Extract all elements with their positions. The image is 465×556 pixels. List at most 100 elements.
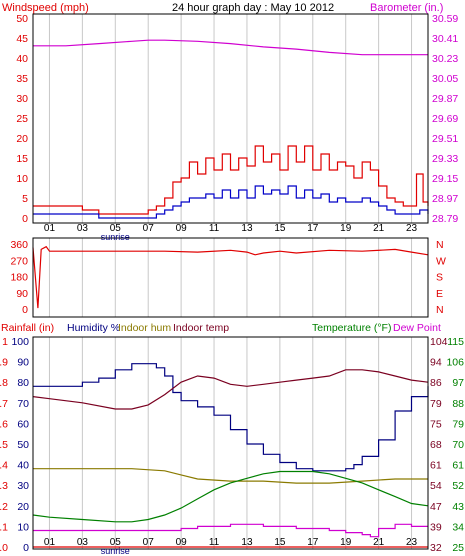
plot-frame [32,237,429,318]
windspeed-tick-label: 35 [16,73,28,85]
series-barometer [33,39,428,56]
barometer-tick-label: 30.23 [432,53,458,65]
barometer-tick-label: 29.15 [432,173,458,185]
indoor-temp-label: Indoor temp [173,322,229,334]
rain-tick-label: 0.5 [0,439,8,451]
windspeed-tick-label: 45 [16,33,28,45]
hour-tick-label: 11 [209,537,220,548]
temperature-tick-label: 43 [452,501,464,513]
humidity-tick-label: 0 [23,542,29,554]
hour-tick-label: 15 [274,223,286,234]
rain-tick-label: 0.4 [0,460,8,472]
hour-tick-label: 17 [307,537,319,548]
humidity-tick-label: 40 [17,460,29,472]
humidity-tick-label: 90 [17,357,29,369]
indoor-temp-tick-label: 68 [430,439,442,451]
barometer-tick-label: 28.79 [432,213,458,225]
rain-tick-label: 0.8 [0,377,8,389]
temperature-axis-label: Temperature (°F) [312,322,391,334]
direction-tick-label: 90 [16,288,28,300]
windspeed-tick-label: 40 [16,53,28,65]
indoor-temp-tick-label: 75 [430,418,442,430]
series-temperature [32,470,429,523]
humidity-tick-label: 30 [17,480,29,492]
series-wind-gust-avg [33,185,429,219]
sunrise-label: sunrise [101,232,130,242]
temperature-tick-label: 70 [452,439,464,451]
plot-frame [32,13,429,224]
humidity-tick-label: 60 [17,418,29,430]
compass-tick-label: E [436,288,443,300]
barometer-tick-label: 28.97 [432,193,458,205]
humidity-tick-label: 100 [11,336,29,348]
temperature-tick-label: 34 [452,521,464,533]
temperature-tick-label: 79 [452,418,464,430]
temperature-tick-label: 97 [452,377,464,389]
series-dew-point [33,523,428,538]
hour-tick-label: 17 [307,223,319,234]
humidity-axis-label: Humidity % [67,322,120,334]
barometer-tick-label: 29.69 [432,113,458,125]
hour-tick-label: 13 [241,223,253,234]
indoor-temp-tick-label: 61 [430,460,442,472]
rain-tick-label: 0.2 [0,501,8,513]
windspeed-tick-label: 15 [16,153,28,165]
windspeed-tick-label: 50 [16,13,28,25]
indoor-temp-tick-label: 79 [430,398,442,410]
barometer-axis-label: Barometer (in.) [370,2,443,14]
indoor-temp-tick-label: 94 [430,357,442,369]
series-humidity [33,363,429,472]
hour-tick-label: 19 [340,537,352,548]
rainfall-axis-label: Rainfall (in) [1,322,54,334]
hour-tick-label: 15 [274,537,286,548]
direction-tick-label: 180 [10,272,28,284]
barometer-tick-label: 29.87 [432,93,458,105]
barometer-tick-label: 30.05 [432,73,458,85]
windspeed-tick-label: 25 [16,113,28,125]
temperature-tick-label: 115 [447,336,464,348]
hour-tick-label: 07 [143,537,155,548]
hour-tick-label: 13 [241,537,253,548]
compass-tick-label: W [436,255,446,267]
hour-tick-label: 03 [77,537,89,548]
temperature-tick-label: 52 [452,480,464,492]
rain-tick-label: 0.1 [0,521,8,533]
temperature-tick-label: 88 [452,398,464,410]
compass-tick-label: N [436,239,444,251]
hour-tick-label: 23 [406,537,418,548]
plot-frame [32,336,429,550]
humidity-tick-label: 20 [17,501,29,513]
hour-tick-label: 05 [110,223,122,234]
humidity-tick-label: 10 [17,521,29,533]
direction-tick-label: 360 [10,239,28,251]
compass-tick-label: N [436,304,444,316]
indoor-temp-tick-label: 32 [430,542,442,554]
hour-tick-label: 21 [373,537,385,548]
barometer-tick-label: 29.33 [432,153,458,165]
hour-tick-label: 03 [77,223,89,234]
indoor-temp-tick-label: 47 [430,501,442,513]
hour-tick-label: 09 [176,223,188,234]
dew-point-label: Dew Point [393,322,441,334]
series-windspeed [33,145,429,215]
windspeed-axis-label: Windspeed (mph) [2,2,89,14]
indoor-hum-label: Indoor hum [118,322,171,334]
windspeed-tick-label: 30 [16,93,28,105]
windspeed-tick-label: 5 [22,193,28,205]
hour-tick-label: 11 [209,223,220,234]
hour-tick-label: 09 [176,537,188,548]
indoor-temp-tick-label: 86 [430,377,442,389]
hour-tick-label: 19 [340,223,352,234]
temperature-tick-label: 61 [452,460,464,472]
humidity-tick-label: 50 [17,439,29,451]
rain-tick-label: 0.0 [0,542,8,554]
sunrise-label: sunrise [101,546,130,556]
barometer-tick-label: 30.59 [432,13,458,25]
direction-tick-label: 270 [10,255,28,267]
rain-tick-label: 0.7 [0,398,8,410]
hour-tick-label: 07 [143,223,155,234]
direction-tick-label: 0 [22,304,28,316]
barometer-tick-label: 29.51 [432,133,458,145]
indoor-temp-tick-label: 104 [430,336,448,348]
